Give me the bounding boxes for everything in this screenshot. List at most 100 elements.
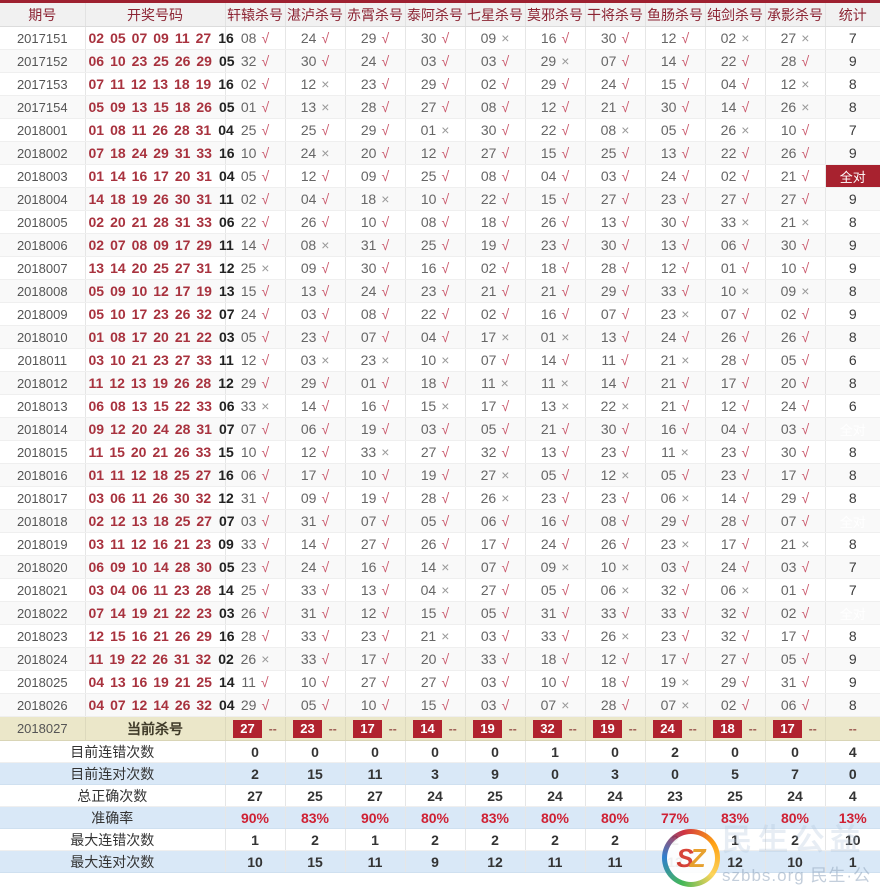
current-kill-badge: 32 bbox=[533, 719, 562, 738]
kill-number: 13 bbox=[660, 145, 677, 161]
period-cell: 2017154 bbox=[0, 95, 86, 119]
check-mark-icon: √ bbox=[321, 559, 330, 575]
summary-value: 80% bbox=[405, 806, 466, 829]
kill-cell: 13 √ bbox=[645, 233, 706, 257]
check-mark-icon: √ bbox=[681, 191, 690, 207]
kill-number: 22 bbox=[600, 398, 617, 414]
red-ball: 32 bbox=[196, 697, 212, 713]
stat-cell: 8 bbox=[825, 72, 880, 96]
kill-cell: 10 √ bbox=[345, 210, 406, 234]
kill-cell: 27 √ bbox=[465, 141, 526, 165]
cross-mark-icon: × bbox=[681, 306, 690, 322]
current-kill-cell: 18 -- bbox=[705, 716, 766, 741]
summary-value: 7 bbox=[765, 762, 826, 785]
check-mark-icon: √ bbox=[501, 559, 510, 575]
check-mark-icon: √ bbox=[621, 237, 630, 253]
check-mark-icon: √ bbox=[381, 490, 390, 506]
kill-number: 13 bbox=[300, 283, 317, 299]
check-mark-icon: √ bbox=[441, 421, 450, 437]
current-kill-badge: 18 bbox=[713, 719, 742, 738]
period-cell: 2018014 bbox=[0, 417, 86, 441]
stat-cell: 9 bbox=[825, 233, 880, 257]
kill-number: 05 bbox=[780, 651, 797, 667]
kill-cell: 13 √ bbox=[585, 325, 646, 349]
summary-label: 目前连对次数 bbox=[0, 762, 226, 785]
kill-number: 03 bbox=[480, 53, 497, 69]
kill-number: 02 bbox=[780, 605, 797, 621]
kill-cell: 12 √ bbox=[405, 141, 466, 165]
kill-cell: 04 √ bbox=[705, 72, 766, 96]
kill-number: 27 bbox=[720, 651, 737, 667]
kill-cell: 04 × bbox=[405, 578, 466, 602]
check-mark-icon: √ bbox=[261, 191, 270, 207]
check-mark-icon: √ bbox=[801, 467, 810, 483]
check-mark-icon: √ bbox=[741, 53, 750, 69]
kill-number: 10 bbox=[240, 145, 257, 161]
red-ball: 18 bbox=[110, 145, 126, 161]
kill-cell: 10 √ bbox=[225, 440, 286, 464]
check-mark-icon: √ bbox=[621, 536, 630, 552]
kill-number: 14 bbox=[300, 398, 317, 414]
kill-cell: 12 × bbox=[765, 72, 826, 96]
kill-number: 16 bbox=[540, 513, 557, 529]
kill-number: 15 bbox=[420, 605, 437, 621]
period-cell: 2018019 bbox=[0, 532, 86, 556]
current-kill-badge: 27 bbox=[233, 719, 262, 738]
cross-mark-icon: × bbox=[621, 628, 630, 644]
kill-cell: 25 √ bbox=[405, 164, 466, 188]
check-mark-icon: √ bbox=[321, 260, 330, 276]
stat-cell: 8 bbox=[825, 440, 880, 464]
red-ball: 26 bbox=[174, 444, 190, 460]
summary-value: 3 bbox=[585, 762, 646, 785]
red-ball: 33 bbox=[196, 214, 212, 230]
kill-number: 33 bbox=[540, 628, 557, 644]
kill-cell: 05 √ bbox=[405, 509, 466, 533]
red-ball: 26 bbox=[153, 191, 169, 207]
kill-cell: 23 × bbox=[645, 532, 706, 556]
stat-cell: 9 bbox=[825, 647, 880, 671]
kill-cell: 15 √ bbox=[645, 72, 706, 96]
check-mark-icon: √ bbox=[681, 628, 690, 644]
check-mark-icon: √ bbox=[621, 30, 630, 46]
kill-cell: 24 √ bbox=[345, 49, 406, 73]
kill-number: 24 bbox=[660, 168, 677, 184]
red-ball: 12 bbox=[131, 697, 148, 713]
summary-value: 11 bbox=[585, 850, 646, 873]
check-mark-icon: √ bbox=[441, 651, 450, 667]
red-ball: 26 bbox=[174, 375, 190, 391]
red-ball: 09 bbox=[153, 237, 169, 253]
check-mark-icon: √ bbox=[621, 76, 630, 92]
check-mark-icon: √ bbox=[681, 467, 690, 483]
summary-row: 最大连错次数 1 2 1 2 2 2 2 2 1 2 10 bbox=[0, 828, 880, 851]
kill-cell: 10 √ bbox=[765, 256, 826, 280]
summary-value: 0 bbox=[585, 740, 646, 763]
check-mark-icon: √ bbox=[261, 53, 270, 69]
column-header: 七星杀号 bbox=[465, 3, 526, 27]
red-ball: 06 bbox=[110, 490, 126, 506]
kill-number: 17 bbox=[780, 467, 797, 483]
draw-numbers-cell: 05 10 17 23 26 32 07 bbox=[85, 302, 235, 326]
kill-cell: 08 √ bbox=[465, 95, 526, 119]
red-ball: 28 bbox=[195, 375, 212, 391]
check-mark-icon: √ bbox=[741, 145, 750, 161]
kill-number: 17 bbox=[660, 651, 677, 667]
kill-cell: 12 √ bbox=[645, 256, 706, 280]
kill-number: 05 bbox=[780, 352, 797, 368]
check-mark-icon: √ bbox=[261, 145, 270, 161]
kill-number: 19 bbox=[480, 237, 497, 253]
check-mark-icon: √ bbox=[681, 283, 690, 299]
check-mark-icon: √ bbox=[561, 421, 570, 437]
kill-cell: 27 √ bbox=[705, 187, 766, 211]
kill-cell: 08 × bbox=[285, 233, 346, 257]
check-mark-icon: √ bbox=[261, 76, 270, 92]
kill-number: 33 bbox=[660, 605, 677, 621]
check-mark-icon: √ bbox=[801, 651, 810, 667]
kill-cell: 01 × bbox=[405, 118, 466, 142]
red-ball: 28 bbox=[195, 582, 212, 598]
current-kill-cell: 17 -- bbox=[345, 716, 406, 741]
kill-cell: 25 √ bbox=[225, 578, 286, 602]
kill-number: 25 bbox=[600, 145, 617, 161]
kill-cell: 28 √ bbox=[585, 693, 646, 717]
check-mark-icon: √ bbox=[261, 375, 270, 391]
period-cell: 2017153 bbox=[0, 72, 86, 96]
